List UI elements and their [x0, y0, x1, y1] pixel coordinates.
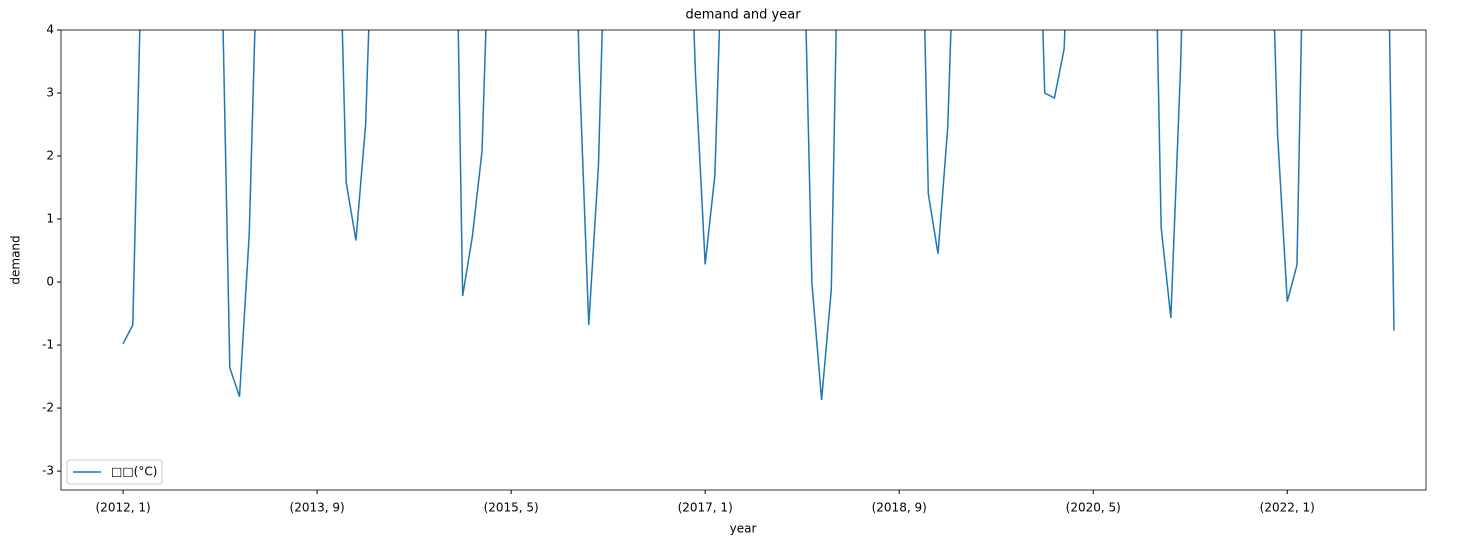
- y-tick-label: -1: [42, 338, 54, 352]
- x-tick-label: (2018, 9): [872, 501, 927, 515]
- y-tick-label: 0: [46, 275, 54, 289]
- legend-box: [66, 459, 163, 485]
- x-tick-label: (2022, 1): [1260, 501, 1315, 515]
- x-tick-label: (2015, 5): [484, 501, 539, 515]
- x-tick-label: (2013, 9): [290, 501, 345, 515]
- y-tick-label: -2: [42, 401, 54, 415]
- y-tick-label: 3: [46, 86, 54, 100]
- x-tick-label: (2017, 1): [678, 501, 733, 515]
- y-tick-label: -3: [42, 464, 54, 478]
- y-tick-label: 4: [46, 23, 54, 37]
- y-axis-label: demand: [9, 235, 23, 284]
- x-tick-label: (2012, 1): [96, 501, 151, 515]
- legend-label: □□(°C): [111, 465, 157, 479]
- x-tick-label: (2020, 5): [1066, 501, 1121, 515]
- chart-title: demand and year: [685, 8, 801, 23]
- y-tick-label: 2: [46, 149, 54, 163]
- plot-frame: [60, 29, 1427, 491]
- x-axis-label: year: [730, 522, 757, 536]
- y-tick-label: 1: [46, 212, 54, 226]
